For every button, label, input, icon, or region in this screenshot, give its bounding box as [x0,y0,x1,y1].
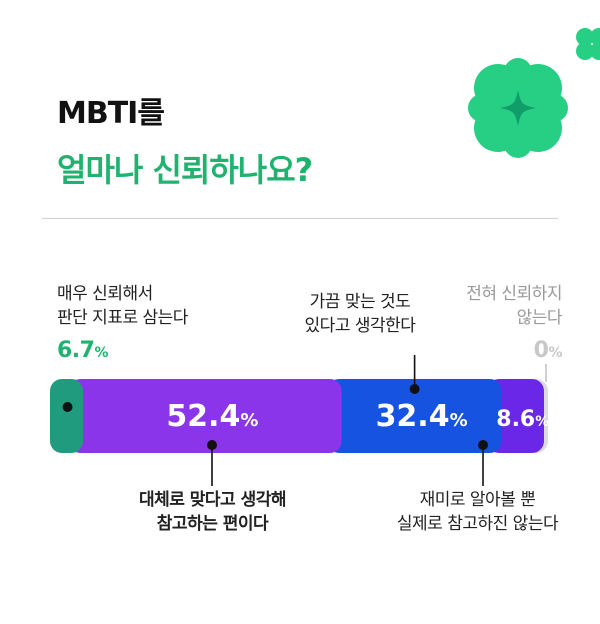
pointer-dot-1 [207,440,217,450]
label-very-trust: 매우 신뢰해서 판단 지표로 삼는다 [57,282,188,330]
data-label-3: 8.6% [496,407,549,432]
label-for-fun: 재미로 알아볼 뿐 실제로 참고하진 않는다 [370,488,585,536]
bar-segment-2 [327,379,502,453]
label-never-trust: 전혀 신뢰하지 않는다 [430,282,562,330]
label-very-trust-line2: 판단 지표로 삼는다 [57,308,188,328]
label-sometimes-line2: 있다고 생각한다 [304,316,416,336]
label-sometimes-line1: 가끔 맞는 것도 [309,292,411,312]
data-label-unit-2: % [450,410,468,431]
label-never-trust-line1: 전혀 신뢰하지 [466,284,562,304]
data-label-value-1: 52.4 [166,399,240,434]
data-label-2: 32.4% [376,399,468,434]
pct-never-trust-value: 0 [533,338,549,363]
label-mostly-line2: 참고하는 편이다 [156,514,269,534]
divider [42,218,558,219]
label-very-trust-line1: 매우 신뢰해서 [57,284,153,304]
label-mostly-line1: 대체로 맞다고 생각해 [138,490,287,510]
label-for-fun-line1: 재미로 알아볼 뿐 [419,490,536,510]
bar-segment-1 [69,379,342,453]
bar-segment-3 [487,379,544,453]
pct-unit: % [548,345,562,361]
label-mostly: 대체로 맞다고 생각해 참고하는 편이다 [105,488,320,536]
pointer-dot-3 [478,440,488,450]
title-line-1: MBTI를 [57,96,165,131]
pct-very-trust-value: 6.7 [57,338,95,363]
data-label-unit-1: % [240,410,258,431]
bar-segment-0 [50,379,84,453]
pointer-dot-2 [409,384,420,394]
pct-unit: % [94,345,109,361]
pointer-dot-0 [62,402,73,412]
data-label-value-3: 8.6 [496,407,535,432]
label-sometimes: 가끔 맞는 것도 있다고 생각한다 [285,290,435,338]
pct-never-trust: 0% [500,338,563,363]
pct-very-trust: 6.7% [57,338,108,363]
label-never-trust-line2: 않는다 [516,308,563,328]
label-for-fun-line2: 실제로 참고하진 않는다 [396,514,559,534]
data-label-value-2: 32.4 [376,399,450,434]
data-label-1: 52.4% [166,399,258,434]
title-line-2: 얼마나 신뢰하나요? [57,151,313,189]
data-label-unit-3: % [535,414,549,430]
